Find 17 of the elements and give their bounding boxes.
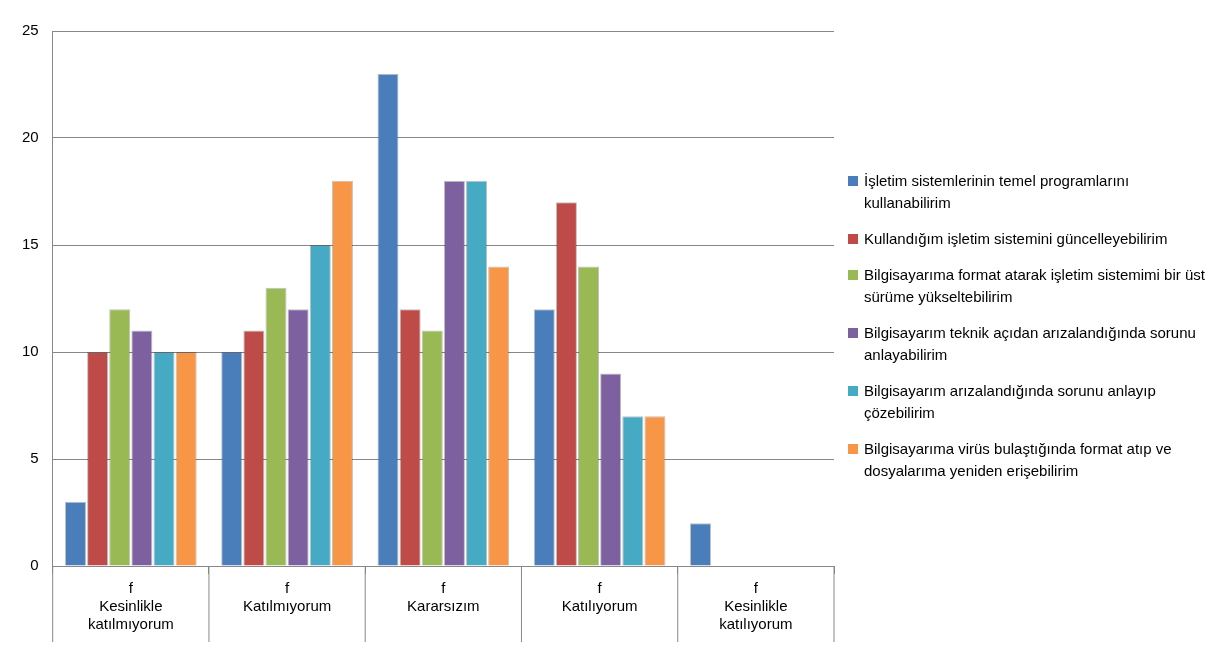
y-tick-label: 0	[30, 556, 39, 574]
y-tick-label: 10	[22, 342, 39, 360]
legend-label: Bilgisayarıma format atarak işletim sistemimi bir üst sürüme yükseltebilirim	[864, 265, 1206, 307]
x-tick-label: f Kararsızım	[407, 579, 480, 615]
y-tick-label: 20	[22, 128, 39, 146]
x-tick-label: f Kesinlikle katılmıyorum	[87, 579, 174, 633]
y-tick-label: 25	[22, 21, 39, 39]
legend-label: Kullandığım işletim sistemini güncelleyebilirim	[864, 229, 1168, 249]
legend-label: Bilgisayarım arızalandığında sorunu anlayıp çözebilirim	[864, 381, 1157, 423]
legend-label: Bilgisayarıma virüs bulaştığında format atıp ve dosyalarıma yeniden erişebilirim	[864, 439, 1173, 481]
x-tick-label: f Katılıyorum	[561, 579, 638, 615]
y-tick-label: 15	[22, 235, 39, 253]
legend-label: İşletim sistemlerinin temel programlarını kullanabilirim	[864, 171, 1131, 213]
legend-label: Bilgisayarım teknik açıdan arızalandığında sorunu anlayabilirim	[864, 323, 1197, 365]
y-tick-label: 5	[30, 449, 39, 467]
x-tick-label: f Katılmıyorum	[242, 579, 332, 615]
x-tick-label: f Kesinlikle katılıyorum	[719, 579, 793, 633]
